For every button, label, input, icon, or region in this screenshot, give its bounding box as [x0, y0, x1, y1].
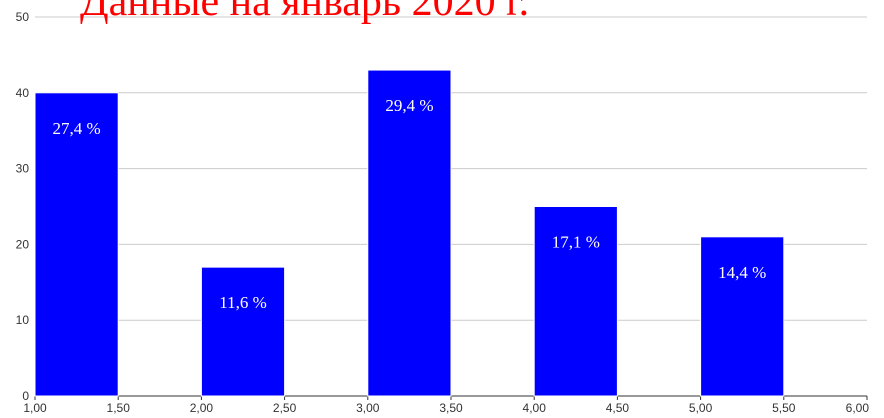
x-tick-label: 4,00 — [523, 401, 547, 415]
y-tick-label: 20 — [16, 237, 30, 251]
bar-value-label: 14,4 % — [718, 263, 766, 282]
x-tick-label: 1,00 — [23, 401, 47, 415]
x-tick-label: 3,50 — [439, 401, 463, 415]
y-tick-label: 40 — [16, 86, 30, 100]
bar-value-label: 17,1 % — [552, 233, 600, 252]
y-tick-label: 0 — [22, 389, 29, 403]
bar-labels: 27,4 % 11,6 % 29,4 % 17,1 % 14,4 % — [53, 96, 767, 312]
axes: 0 10 20 30 40 50 1,00 1,50 2,00 2,50 3,00 3,50 4,00 4… — [16, 10, 870, 415]
x-tick-label: 6,00 — [846, 401, 870, 415]
x-tick-label: 2,50 — [273, 401, 297, 415]
x-tick-label: 1,50 — [107, 401, 131, 415]
bar-value-label: 29,4 % — [385, 96, 433, 115]
bar — [367, 69, 452, 397]
bar — [200, 266, 286, 397]
bar — [533, 206, 618, 397]
y-tick-label: 30 — [16, 162, 30, 176]
y-tick-label: 10 — [16, 313, 30, 327]
x-tick-label: 5,00 — [689, 401, 713, 415]
bar-value-label: 11,6 % — [219, 293, 267, 312]
bar-value-label: 27,4 % — [53, 119, 101, 138]
x-tick-label: 2,00 — [190, 401, 214, 415]
chart-title: Данные на январь 2020 г. — [80, 0, 529, 25]
y-tick-label: 50 — [16, 10, 30, 24]
x-tick-label: 4,50 — [606, 401, 630, 415]
x-tick-label: 5,50 — [772, 401, 796, 415]
bars — [34, 69, 785, 397]
bar — [34, 92, 119, 397]
x-tick-label: 3,00 — [356, 401, 380, 415]
bar — [700, 236, 785, 397]
